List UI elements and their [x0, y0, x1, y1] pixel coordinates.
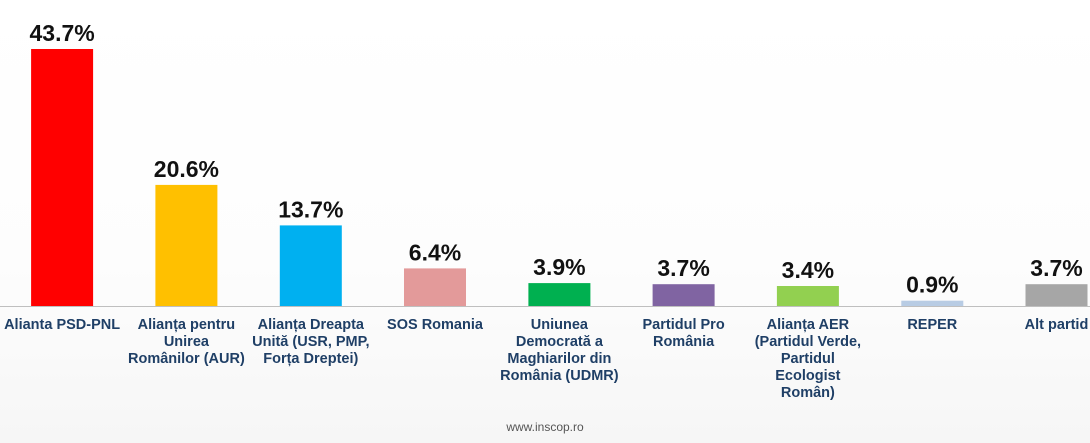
data-label: 3.7% — [1030, 255, 1082, 281]
bar — [279, 225, 342, 306]
source-label: www.inscop.ro — [506, 420, 584, 434]
bar — [1025, 284, 1088, 306]
bar — [652, 284, 715, 306]
data-label: 3.9% — [533, 254, 585, 280]
category-label: Alianța AER (Partidul Verde, Partidul Ec… — [754, 317, 862, 401]
data-label: 13.7% — [278, 196, 343, 222]
data-label: 3.7% — [657, 255, 709, 281]
category-label: REPER — [907, 317, 958, 333]
bar — [404, 268, 466, 306]
bar — [901, 300, 964, 306]
category-label: Partidul Pro România — [642, 317, 725, 350]
bar — [776, 286, 839, 306]
category-label: Alianta PSD-PNL — [4, 317, 121, 333]
bar — [528, 283, 591, 306]
data-label: 6.4% — [409, 239, 461, 265]
data-label: 43.7% — [29, 20, 94, 46]
bar — [155, 184, 218, 306]
category-label: SOS Romania — [387, 317, 483, 333]
category-label: Alianța pentru Unirea Românilor (AUR) — [127, 317, 245, 367]
data-label: 0.9% — [906, 272, 958, 298]
category-label: Alt partid — [1024, 317, 1089, 333]
data-label: 3.4% — [782, 257, 834, 283]
data-label: 20.6% — [154, 156, 219, 182]
category-label: Uniunea Democrată a Maghiarilor din Româ… — [500, 317, 619, 384]
category-label: Alianța Dreapta Unită (USR, PMP, Forța D… — [252, 317, 370, 367]
bar — [31, 49, 94, 306]
